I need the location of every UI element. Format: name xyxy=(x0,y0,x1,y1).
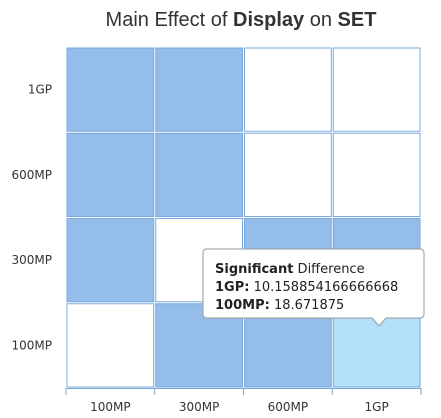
tooltip-box xyxy=(202,248,425,327)
cell-100MP-600MP[interactable] xyxy=(66,132,155,217)
x-axis xyxy=(65,388,422,395)
y-tick-1GP: 1GP xyxy=(28,83,52,97)
tooltip-heading: Significant Difference xyxy=(215,262,365,277)
chart-title-part-0: Main Effect of xyxy=(106,9,233,31)
x-tick-100MP: 100MP xyxy=(90,400,131,414)
cell-1GP-1GP[interactable] xyxy=(332,47,421,132)
chart-title: Main Effect of Display on SET xyxy=(106,9,377,31)
cell-100MP-300MP[interactable] xyxy=(66,218,155,303)
y-tick-300MP: 300MP xyxy=(12,253,53,267)
heatmap-cells xyxy=(66,47,421,388)
y-axis-tick-labels: 100MP 300MP 600MP 1GP xyxy=(12,83,53,353)
x-tick-300MP: 300MP xyxy=(179,400,220,414)
cell-300MP-600MP[interactable] xyxy=(155,132,243,217)
x-tick-600MP: 600MP xyxy=(268,400,309,414)
cell-300MP-1GP[interactable] xyxy=(155,47,243,132)
chart-title-part-1: Display xyxy=(233,9,305,31)
tooltip: Significant Difference 1GP: 10.158854166… xyxy=(202,248,425,327)
y-tick-100MP: 100MP xyxy=(12,338,53,352)
chart-title-part-2: on xyxy=(304,9,337,31)
cell-600MP-600MP[interactable] xyxy=(244,132,332,217)
y-tick-600MP: 600MP xyxy=(12,168,53,182)
cell-600MP-1GP[interactable] xyxy=(244,47,332,132)
chart-title-part-3: SET xyxy=(338,9,377,31)
cell-100MP-100MP[interactable] xyxy=(66,303,155,388)
tooltip-row-100mp: 100MP: 18.671875 xyxy=(215,298,344,313)
x-tick-1GP: 1GP xyxy=(365,400,389,414)
x-axis-tick-labels: 100MP 300MP 600MP 1GP xyxy=(90,400,389,414)
cell-100MP-1GP[interactable] xyxy=(66,47,155,132)
tooltip-row-1gp: 1GP: 10.158854166666668 xyxy=(215,280,398,295)
cell-1GP-600MP[interactable] xyxy=(332,132,421,217)
